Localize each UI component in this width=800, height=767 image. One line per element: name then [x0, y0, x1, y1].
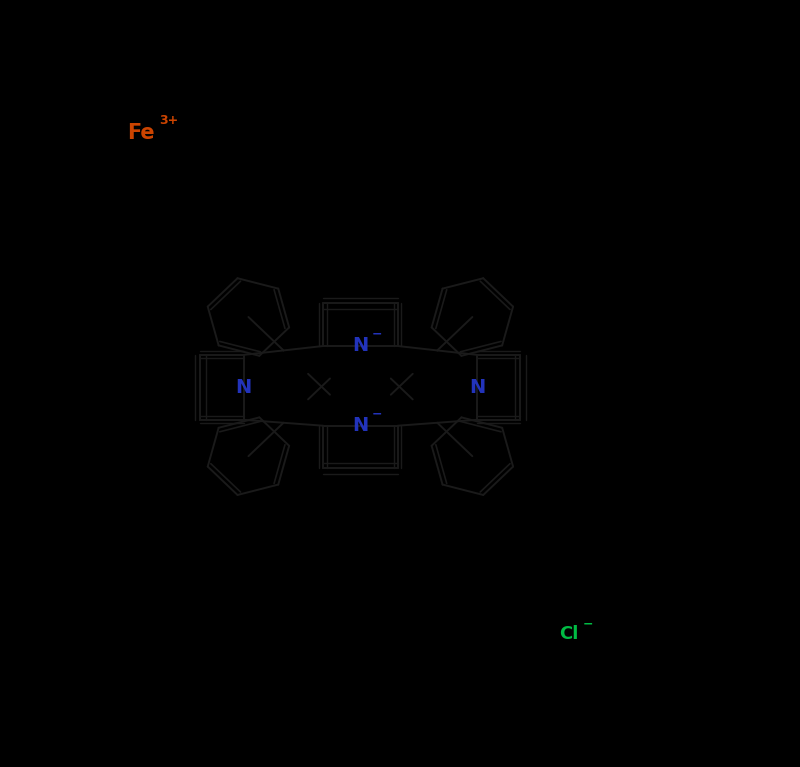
- Text: 3+: 3+: [159, 114, 178, 127]
- Text: −: −: [371, 328, 382, 341]
- Text: −: −: [582, 617, 593, 630]
- Text: N: N: [469, 378, 485, 397]
- Text: −: −: [371, 407, 382, 420]
- Text: N: N: [236, 378, 252, 397]
- Text: N: N: [352, 337, 369, 355]
- Text: Fe: Fe: [126, 123, 154, 143]
- Text: N: N: [352, 416, 369, 435]
- Text: Cl: Cl: [558, 625, 578, 644]
